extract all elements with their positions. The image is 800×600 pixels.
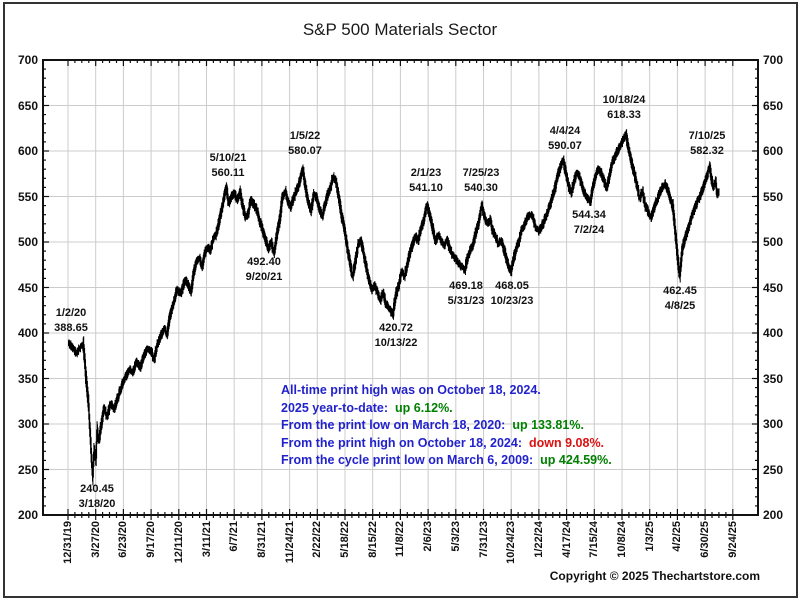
y-tick-label: 250 [17, 463, 38, 477]
stat-prefix: From the cycle print low on March 6, 200… [281, 453, 534, 468]
y-tick-label: 450 [763, 281, 784, 295]
price-annotation: 469.18 5/31/23 [447, 280, 485, 307]
price-annotation: 468.05 10/23/23 [490, 280, 534, 307]
price-annotation: 2/1/23 541.10 [409, 167, 443, 194]
x-tick-label: 8/31/21 [256, 521, 268, 558]
price-annotation: 492.40 9/20/21 [245, 256, 283, 283]
price-annotation: 1/5/22 580.07 [288, 130, 322, 157]
stat-value: up 6.12%. [395, 400, 453, 415]
x-tick-label: 6/23/20 [117, 521, 129, 558]
y-tick-label: 300 [17, 417, 38, 431]
stat-line: 2025 year-to-date: up 6.12%. [281, 400, 612, 418]
price-annotation: 5/10/21 560.11 [209, 152, 247, 179]
y-tick-label: 200 [763, 508, 784, 522]
y-tick-label: 400 [17, 326, 38, 340]
y-tick-label: 650 [763, 99, 784, 113]
stat-prefix: 2025 year-to-date: [281, 400, 388, 415]
stat-value: down 9.08%. [529, 435, 605, 450]
x-tick-label: 7/31/23 [478, 521, 490, 558]
x-tick-label: 3/27/20 [90, 521, 102, 558]
stat-value: up 133.81%. [512, 418, 584, 433]
stat-line: From the print high on October 18, 2024:… [281, 435, 612, 453]
y-tick-label: 400 [763, 326, 784, 340]
y-tick-label: 500 [763, 235, 784, 249]
price-annotation: 10/18/24 618.33 [602, 94, 646, 121]
chart-title: S&P 500 Materials Sector [302, 20, 498, 39]
price-annotation: 462.45 4/8/25 [663, 285, 697, 312]
stat-prefix: From the print low on March 18, 2020: [281, 418, 506, 433]
stats-block: All-time print high was on October 18, 2… [281, 382, 612, 470]
y-tick-label: 650 [17, 99, 38, 113]
stat-value: up 424.59%. [540, 453, 612, 468]
price-annotation: 1/2/20 388.65 [54, 307, 88, 334]
stat-prefix: All-time print high was on October 18, 2… [281, 383, 541, 397]
y-tick-label: 250 [763, 463, 784, 477]
y-tick-label: 700 [763, 53, 784, 67]
x-tick-label: 12/31/19 [62, 521, 74, 564]
y-tick-label: 550 [763, 190, 784, 204]
y-tick-label: 700 [17, 53, 38, 67]
y-tick-label: 600 [17, 144, 38, 158]
y-tick-label: 500 [17, 235, 38, 249]
price-annotation: 7/25/23 540.30 [462, 167, 500, 194]
price-annotation: 544.34 7/2/24 [572, 209, 606, 236]
price-annotation: 420.72 10/13/22 [374, 322, 418, 349]
x-tick-label: 2/6/23 [422, 521, 434, 552]
stat-line: All-time print high was on October 18, 2… [281, 382, 612, 400]
price-annotation: 7/10/25 582.32 [688, 130, 726, 157]
copyright-text: Copyright © 2025 Thechartstore.com [549, 569, 760, 583]
x-tick-label: 8/15/22 [367, 521, 379, 558]
y-tick-label: 450 [17, 281, 38, 295]
x-tick-label: 5/18/22 [339, 521, 351, 558]
y-tick-label: 300 [763, 417, 784, 431]
price-line [68, 129, 720, 486]
x-tick-label: 9/17/20 [145, 521, 157, 558]
y-tick-label: 350 [17, 372, 38, 386]
x-tick-label: 10/24/23 [505, 521, 517, 564]
page-border [3, 2, 798, 598]
x-tick-label: 6/7/21 [228, 521, 240, 552]
stat-prefix: From the print high on October 18, 2024: [281, 435, 523, 450]
y-tick-label: 200 [17, 508, 38, 522]
x-tick-label: 11/24/21 [284, 521, 296, 564]
stat-line: From the cycle print low on March 6, 200… [281, 452, 612, 470]
y-tick-label: 350 [763, 372, 784, 386]
stat-line: From the print low on March 18, 2020: up … [281, 417, 612, 435]
x-tick-label: 1/22/24 [533, 521, 545, 558]
price-annotation: 240.45 3/18/20 [78, 483, 116, 510]
x-tick-label: 3/11/21 [201, 521, 213, 558]
price-annotation: 4/4/24 590.07 [548, 125, 582, 152]
x-tick-label: 12/11/20 [173, 521, 185, 564]
y-tick-label: 600 [763, 144, 784, 158]
x-tick-label: 2/22/22 [311, 521, 323, 558]
x-tick-label: 11/8/22 [394, 521, 406, 558]
y-tick-label: 550 [17, 190, 38, 204]
x-tick-label: 5/3/23 [450, 521, 462, 552]
